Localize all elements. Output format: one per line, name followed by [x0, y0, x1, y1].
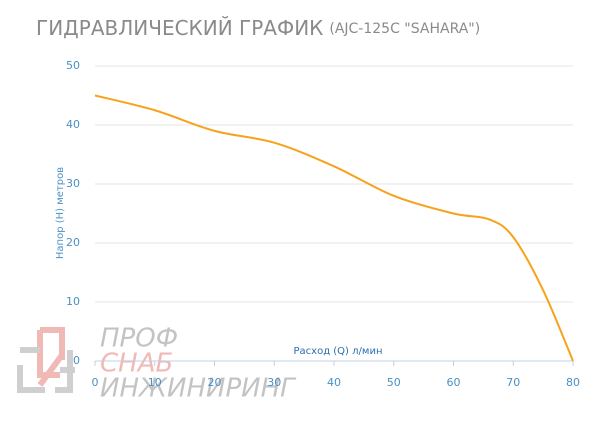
x-axis-label: Расход (Q) л/мин	[294, 346, 383, 357]
x-tick-label: 20	[208, 376, 222, 389]
x-tick-label: 10	[148, 376, 162, 389]
x-tick-label: 0	[92, 376, 99, 389]
y-tick-label: 50	[66, 59, 80, 72]
watermark-text: СНАБ	[100, 349, 173, 379]
watermark-text: ИНЖИНИРИНГ	[100, 374, 297, 404]
title: ГИДРАВЛИЧЕСКИЙ ГРАФИК	[36, 16, 323, 40]
y-tick-label: 40	[66, 118, 80, 131]
x-tick-label: 30	[267, 376, 281, 389]
y-tick-label: 30	[66, 177, 80, 190]
y-tick-label: 10	[66, 295, 80, 308]
x-tick-label: 40	[327, 376, 341, 389]
y-axis-label: Напор (H) метров	[55, 167, 66, 259]
subtitle: (AJC-125C "SAHARA")	[329, 21, 480, 37]
y-tick-label: 20	[66, 236, 80, 249]
line	[94, 94, 574, 362]
x-tick-label: 70	[506, 376, 520, 389]
y-tick-label: 0	[73, 354, 80, 367]
x-tick-label: 60	[447, 376, 461, 389]
watermark-text: ПРОФ	[100, 324, 178, 354]
x-tick-label: 80	[566, 376, 580, 389]
chart-title: ГИДРАВЛИЧЕСКИЙ ГРАФИК (AJC-125C "SAHARA")	[36, 16, 480, 40]
watermark: ПРОФ СНАБ ИНЖИНИРИНГ	[17, 324, 297, 404]
logo-icon	[17, 347, 75, 393]
logo-icon	[37, 327, 65, 387]
x-tick-label: 50	[387, 376, 401, 389]
